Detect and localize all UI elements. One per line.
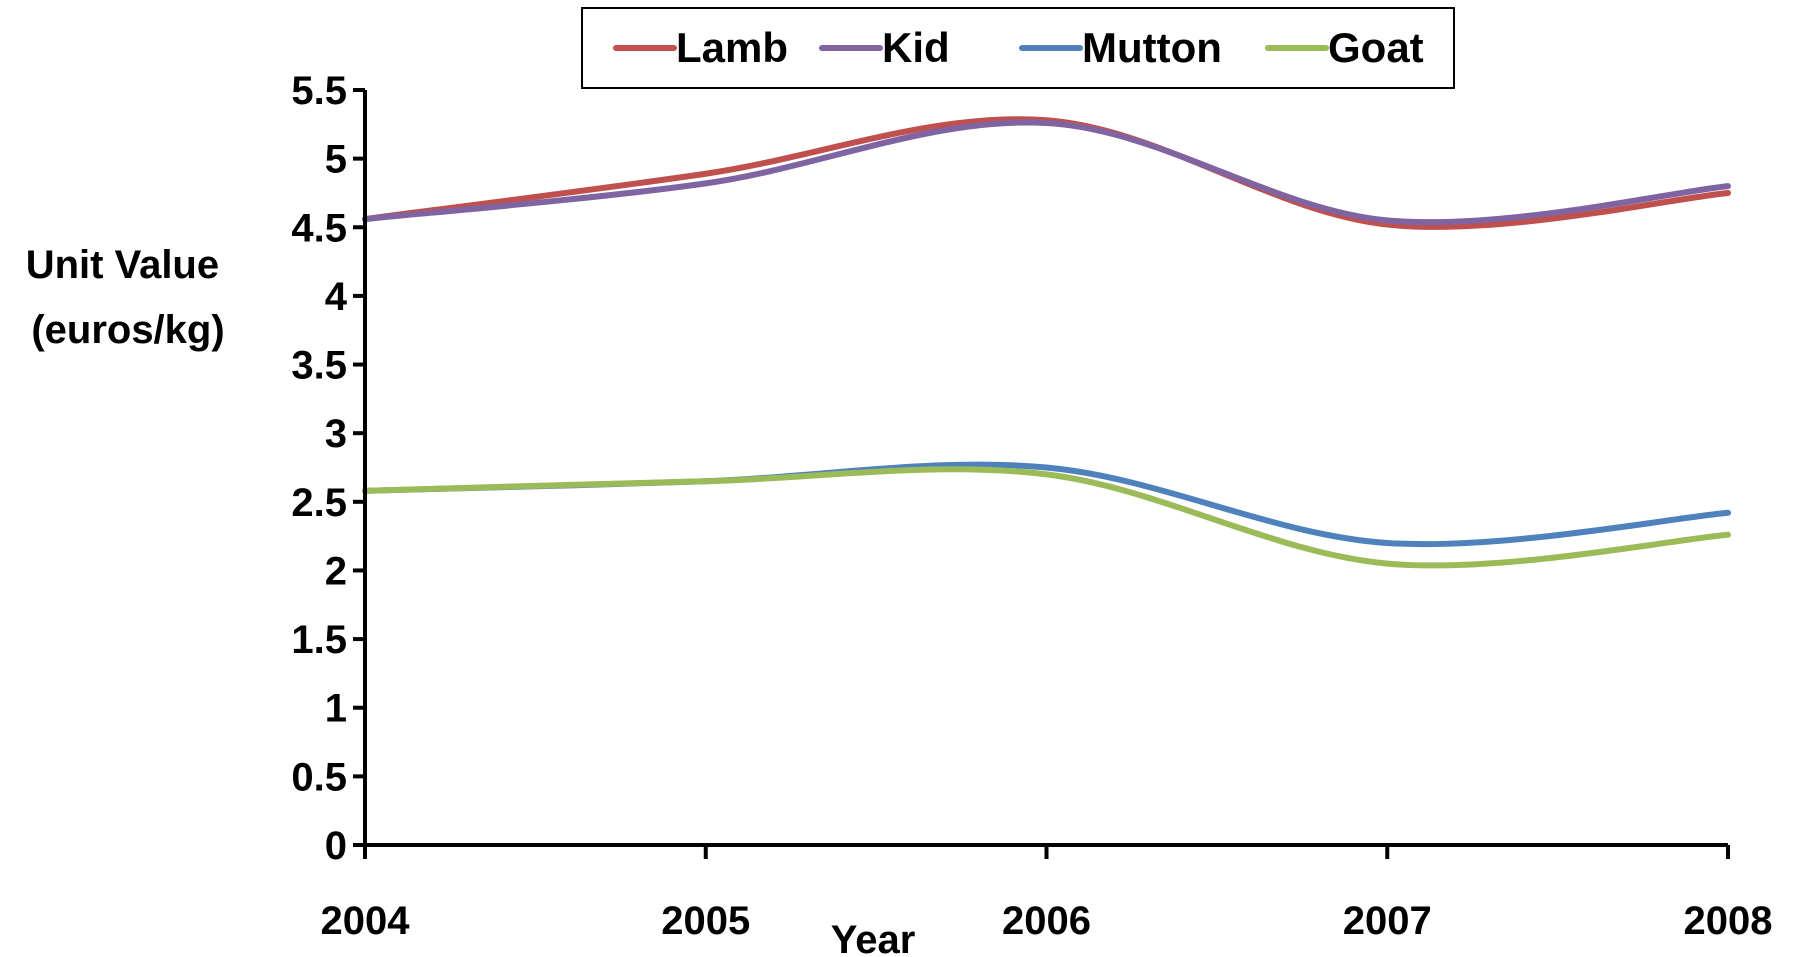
x-tick-label: 2004 xyxy=(321,899,411,943)
y-tick-label: 0 xyxy=(325,824,347,868)
y-tick-label: 5.5 xyxy=(291,69,347,113)
y-tick-label: 2.5 xyxy=(291,481,347,525)
x-tick-label: 2006 xyxy=(1002,899,1091,943)
legend-label-lamb: Lamb xyxy=(676,24,788,71)
series-line-lamb xyxy=(362,116,1731,230)
y-tick-label: 4.5 xyxy=(291,206,347,250)
x-ticks: 2004 2005 2006 2007 2008 xyxy=(321,845,1773,943)
y-tick-label: 3.5 xyxy=(291,344,347,388)
legend-label-mutton: Mutton xyxy=(1082,24,1222,71)
y-tick-label: 5 xyxy=(325,138,347,182)
series-line-goat xyxy=(362,466,1731,569)
y-tick-label: 3 xyxy=(325,412,347,456)
y-axis-title-line-2: (euros/kg) xyxy=(31,308,224,352)
series-layer xyxy=(362,116,1731,569)
legend-label-goat: Goat xyxy=(1328,24,1424,71)
legend: Lamb Kid Mutton Goat xyxy=(581,7,1455,89)
series-line-kid xyxy=(362,119,1731,226)
x-axis-title: Year xyxy=(831,918,916,957)
y-ticks: 0 0.5 1 1.5 2 2.5 3 3.5 4 4.5 5 5.5 xyxy=(291,69,365,868)
x-tick-label: 2005 xyxy=(661,899,750,943)
y-tick-label: 0.5 xyxy=(291,755,347,799)
y-tick-label: 1 xyxy=(325,687,347,731)
x-tick-label: 2008 xyxy=(1684,899,1773,943)
x-tick-label: 2007 xyxy=(1343,899,1432,943)
y-axis-title-line-1: Unit Value xyxy=(26,243,219,287)
y-tick-label: 2 xyxy=(325,549,347,593)
legend-label-kid: Kid xyxy=(882,24,950,71)
y-axis-title: Unit Value (euros/kg) xyxy=(26,243,231,352)
y-tick-label: 4 xyxy=(325,275,348,319)
y-tick-label: 1.5 xyxy=(291,618,347,662)
